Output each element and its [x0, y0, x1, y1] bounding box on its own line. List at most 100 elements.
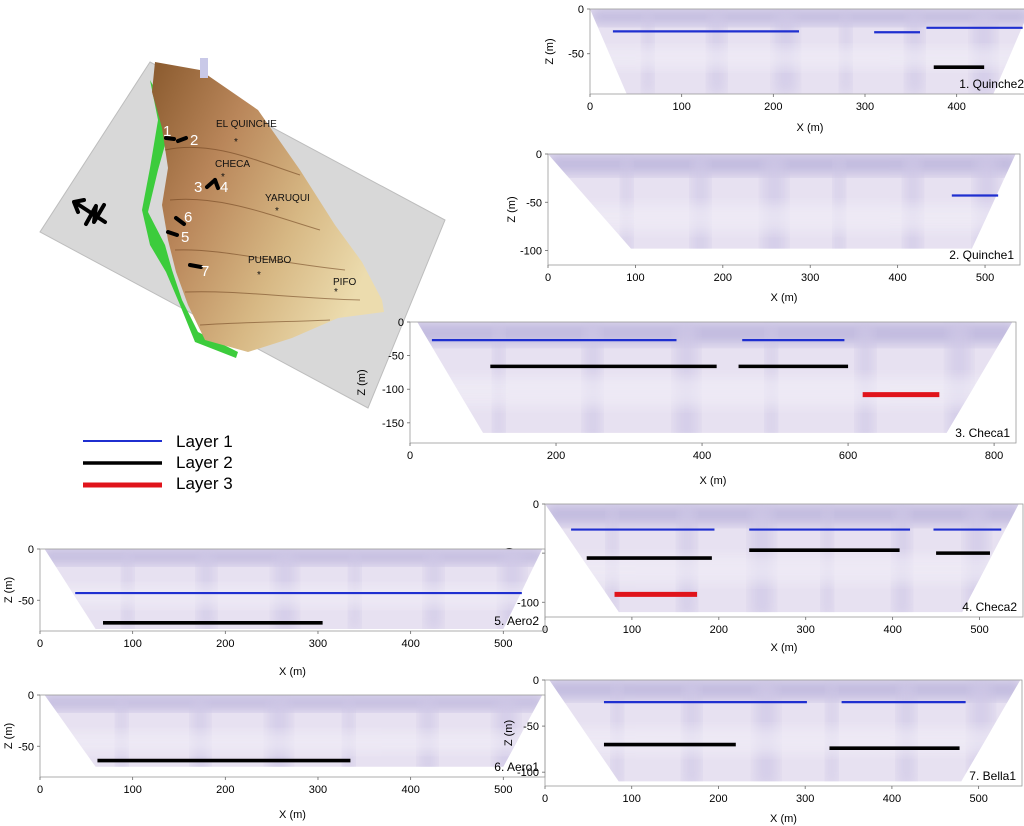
- x-tick-label: 500: [969, 793, 987, 805]
- terrain-surface: [152, 62, 384, 352]
- y-tick-label: 0: [578, 4, 584, 16]
- y-tick-label: -50: [526, 197, 542, 209]
- x-axis-label: X (m): [700, 475, 727, 487]
- legend: Layer 1 Layer 2 Layer 3: [83, 432, 233, 493]
- axes-frame: [547, 153, 1021, 266]
- y-tick-label: 0: [28, 690, 34, 702]
- x-tick-label: 300: [309, 638, 327, 650]
- x-tick-label: 600: [839, 450, 857, 462]
- y-axis-label: Z (m): [356, 369, 368, 395]
- star-marker: *: [234, 137, 238, 148]
- x-tick-label: 0: [37, 784, 43, 796]
- y-tick-label: 0: [536, 149, 542, 161]
- x-tick-label: 100: [626, 272, 644, 284]
- line-number: 6: [184, 209, 192, 226]
- chart-bella1: 0 100 200 300 400 500 0 -50 -100 X (m) Z (m) 7. Bel…: [503, 675, 1023, 825]
- x-tick-label: 100: [123, 784, 141, 796]
- chart-checa1: 0 200 400 600 800 0 -50 -100 -150 X (m) Z (m) 3. Ch…: [356, 317, 1017, 487]
- y-tick-label: -50: [523, 721, 539, 733]
- y-axis-label: Z (m): [3, 723, 15, 749]
- x-tick-label: 100: [623, 624, 641, 636]
- map-post: [200, 58, 208, 78]
- chart-quinche2: 0 100 200 300 400 0 -50 X (m) Z (m) 1. Quinche2: [544, 4, 1024, 134]
- panel-title: 6. Aero1: [494, 760, 539, 774]
- x-tick-label: 0: [545, 272, 551, 284]
- x-axis-label: X (m): [279, 809, 306, 821]
- line-number: 3: [194, 179, 202, 196]
- resistivity-shading: [590, 9, 1024, 94]
- x-tick-label: 0: [37, 638, 43, 650]
- legend-label: Layer 3: [176, 474, 233, 493]
- y-tick-label: 0: [533, 675, 539, 687]
- x-tick-label: 500: [976, 272, 994, 284]
- x-tick-label: 0: [587, 101, 593, 113]
- place-label: CHECA: [215, 159, 250, 170]
- line-number: 5: [181, 229, 189, 246]
- x-axis-label: X (m): [770, 813, 797, 825]
- panel-title: 1. Quinche2: [959, 77, 1024, 91]
- x-tick-label: 300: [309, 784, 327, 796]
- y-axis-label: Z (m): [3, 577, 15, 603]
- line-number: 7: [201, 263, 209, 280]
- x-tick-label: 0: [542, 793, 548, 805]
- x-tick-label: 200: [714, 272, 732, 284]
- x-tick-label: 400: [883, 624, 901, 636]
- x-tick-label: 200: [216, 784, 234, 796]
- north-arrow-icon: [72, 198, 107, 226]
- x-tick-label: 500: [494, 638, 512, 650]
- x-tick-label: 200: [764, 101, 782, 113]
- resistivity-shading: [44, 549, 543, 629]
- y-axis-label: Z (m): [503, 720, 515, 746]
- star-marker: *: [221, 172, 225, 183]
- line-number: 1: [163, 123, 171, 140]
- star-marker: *: [275, 206, 279, 217]
- y-tick-label: -100: [517, 597, 539, 609]
- y-tick-label: -100: [520, 246, 542, 258]
- y-tick-label: -50: [18, 741, 34, 753]
- panel-title: 3. Checa1: [955, 426, 1010, 440]
- y-tick-label: 0: [398, 317, 404, 329]
- y-tick-label: -100: [382, 384, 404, 396]
- resistivity-shading: [417, 322, 1013, 433]
- x-axis-label: X (m): [279, 666, 306, 678]
- x-tick-label: 100: [123, 638, 141, 650]
- x-tick-label: 400: [401, 784, 419, 796]
- x-tick-label: 200: [710, 624, 728, 636]
- axes-frame: [544, 679, 1023, 787]
- legend-label: Layer 1: [176, 432, 233, 451]
- x-tick-label: 0: [407, 450, 413, 462]
- place-label: PUEMBO: [248, 255, 292, 266]
- chart-aero1: 0 100 200 300 400 500 0 -50 X (m) Z (m) 6. Aero1: [3, 690, 546, 821]
- terrain-ravines: [164, 146, 361, 326]
- panel-title: 2. Quinche1: [949, 248, 1014, 262]
- x-tick-label: 400: [883, 793, 901, 805]
- x-tick-label: 300: [801, 272, 819, 284]
- x-tick-label: 100: [623, 793, 641, 805]
- x-tick-label: 800: [985, 450, 1003, 462]
- x-tick-label: 200: [216, 638, 234, 650]
- line-number: 2: [190, 132, 198, 149]
- legend-label: Layer 2: [176, 453, 233, 472]
- axes-frame: [589, 8, 1024, 95]
- y-tick-label: -150: [382, 418, 404, 430]
- x-tick-label: 400: [947, 101, 965, 113]
- panel-title: 4. Checa2: [962, 600, 1017, 614]
- x-tick-label: 300: [796, 793, 814, 805]
- star-marker: *: [257, 270, 261, 281]
- resistivity-shading: [548, 154, 1016, 249]
- place-label: EL QUINCHE: [216, 119, 277, 130]
- y-axis-label: Z (m): [506, 196, 518, 222]
- y-tick-label: -100: [517, 767, 539, 779]
- chart-quinche1: 0 100 200 300 400 500 0 -50 -100 X (m) Z (m) 2. Qui…: [506, 149, 1021, 304]
- x-tick-label: 500: [494, 784, 512, 796]
- panel-title: 5. Aero2: [494, 614, 539, 628]
- map-survey-lines: [164, 136, 220, 269]
- x-tick-label: 300: [797, 624, 815, 636]
- y-axis-label: Z (m): [544, 38, 556, 64]
- x-tick-label: 400: [888, 272, 906, 284]
- chart-aero2: 0 100 200 300 400 500 0 -50 X (m) Z (m) 5. Aero2: [3, 544, 546, 678]
- y-tick-label: 0: [533, 499, 539, 511]
- x-tick-label: 200: [547, 450, 565, 462]
- axes-frame: [409, 321, 1017, 444]
